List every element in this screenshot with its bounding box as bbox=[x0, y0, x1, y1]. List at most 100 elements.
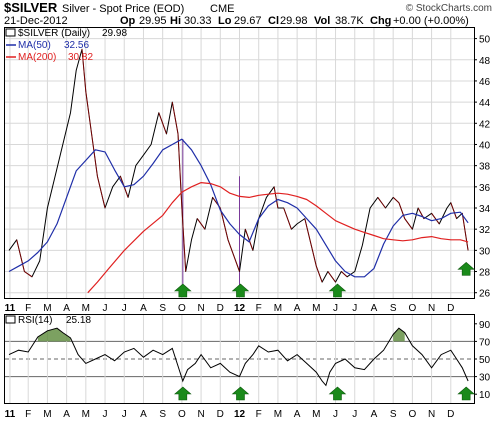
lo-label: Lo bbox=[218, 15, 232, 27]
rsi-x-tick-label: M bbox=[274, 409, 282, 420]
price-x-tick-label: A bbox=[294, 303, 301, 314]
price-x-tick-label: D bbox=[217, 303, 224, 314]
price-y-tick-label: 40 bbox=[479, 140, 491, 151]
price-down-segment bbox=[304, 218, 313, 251]
price-down-segment bbox=[227, 239, 237, 262]
rsi-x-tick-label: N bbox=[428, 409, 435, 420]
price-down-segment bbox=[235, 260, 240, 272]
legend-ma200-value: 30.82 bbox=[68, 52, 93, 63]
rsi-x-tick-label: A bbox=[371, 409, 378, 420]
price-y-tick-label: 44 bbox=[479, 98, 491, 109]
price-down-segment bbox=[244, 229, 254, 251]
price-x-tick-label: 12 bbox=[234, 303, 246, 314]
rsi-legend: RSI(14) 25.18 bbox=[5, 315, 91, 326]
rsi-x-tick-label: F bbox=[256, 409, 262, 420]
rsi-y-tick-label: 90 bbox=[479, 320, 491, 331]
price-x-tick-label: M bbox=[312, 303, 320, 314]
rsi-y-tick-label: 70 bbox=[479, 337, 491, 348]
price-x-axis: 11 F M A M J J A S O N D 12 F M A M J J A S O N D bbox=[5, 303, 455, 314]
price-y-tick-label: 50 bbox=[479, 35, 491, 46]
price-legend: $SILVER (Daily) 29.98 MA(50) 32.56 MA(20… bbox=[5, 28, 127, 63]
hi-label: Hi bbox=[170, 15, 181, 27]
price-down-segment bbox=[85, 91, 93, 134]
price-x-tick-label: 11 bbox=[5, 303, 16, 314]
rsi-line bbox=[8, 327, 469, 387]
price-x-tick-label: J bbox=[352, 303, 357, 314]
rsi-arrows bbox=[174, 386, 475, 401]
price-y-tick-label: 48 bbox=[479, 56, 491, 67]
rsi-legend-swatch bbox=[5, 315, 16, 324]
rsi-y-tick-label: 10 bbox=[479, 390, 491, 401]
rsi-x-tick-label: D bbox=[217, 409, 224, 420]
price-down-segment bbox=[398, 202, 406, 219]
rsi-x-tick-label: S bbox=[159, 409, 166, 420]
legend-ma50-name: MA(50) bbox=[18, 40, 51, 51]
price-down-segment bbox=[171, 102, 179, 134]
price-y-tick-label: 30 bbox=[479, 246, 491, 257]
price-y-tick-label: 42 bbox=[479, 119, 491, 130]
vol-value: 38.7K bbox=[335, 15, 364, 27]
price-down-segment bbox=[177, 133, 183, 209]
legend-price-value: 29.98 bbox=[102, 28, 127, 39]
op-label: Op bbox=[120, 15, 136, 27]
rsi-x-tick-label: S bbox=[390, 409, 397, 420]
legend-swatch-price bbox=[5, 28, 16, 37]
watermark: © StockCharts.com bbox=[406, 3, 492, 14]
hi-value: 30.33 bbox=[184, 15, 212, 27]
price-x-tick-label: M bbox=[82, 303, 90, 314]
legend-price-name: $SILVER (Daily) bbox=[18, 28, 90, 39]
price-down-segment bbox=[273, 186, 279, 209]
price-y-tick-label: 34 bbox=[479, 204, 491, 215]
rsi-x-tick-label: O bbox=[178, 409, 186, 420]
price-y-tick-label: 32 bbox=[479, 225, 491, 236]
rsi-y-tick-label: 30 bbox=[479, 373, 491, 384]
price-down-segment bbox=[450, 202, 458, 219]
price-down-segment bbox=[96, 176, 106, 209]
rsi-buy-arrow bbox=[174, 386, 192, 401]
price-y-tick-label: 26 bbox=[479, 289, 491, 300]
legend-ma200-name: MA(200) bbox=[18, 52, 56, 63]
rsi-legend-name: RSI(14) bbox=[18, 315, 52, 326]
price-y-tick-label: 38 bbox=[479, 162, 491, 173]
price-down-segment bbox=[196, 218, 206, 230]
price-x-tick-label: J bbox=[333, 303, 338, 314]
price-y-tick-label: 28 bbox=[479, 268, 491, 279]
buy-arrow bbox=[328, 283, 347, 298]
rsi-x-tick-label: O bbox=[408, 409, 416, 420]
price-down-segment bbox=[404, 218, 413, 230]
ma50-line bbox=[8, 138, 469, 278]
cl-value: 29.98 bbox=[280, 15, 308, 27]
rsi-y-axis: 10 30 50 70 90 bbox=[474, 320, 491, 401]
price-x-tick-label: O bbox=[408, 303, 416, 314]
price-x-tick-label: J bbox=[122, 303, 127, 314]
symbol-description: Silver - Spot Price (EOD) bbox=[62, 3, 184, 15]
price-x-tick-label: O bbox=[178, 303, 186, 314]
rsi-x-tick-label: F bbox=[25, 409, 31, 420]
price-x-tick-label: M bbox=[274, 303, 282, 314]
rsi-overbought-area bbox=[37, 328, 71, 342]
legend-ma50-value: 32.56 bbox=[64, 40, 89, 51]
rsi-buy-arrow bbox=[231, 386, 250, 401]
buy-arrow bbox=[231, 283, 250, 298]
price-x-tick-label: S bbox=[390, 303, 397, 314]
price-down-segment bbox=[392, 197, 400, 204]
quote-date: 21-Dec-2012 bbox=[4, 15, 68, 27]
rsi-x-tick-label: 11 bbox=[5, 409, 16, 420]
price-x-tick-label: J bbox=[103, 303, 108, 314]
price-x-tick-label: F bbox=[25, 303, 31, 314]
rsi-y-tick-label: 50 bbox=[479, 355, 491, 366]
rsi-x-tick-label: M bbox=[82, 409, 90, 420]
chg-label: Chg bbox=[370, 15, 391, 27]
rsi-x-tick-label: D bbox=[447, 409, 454, 420]
price-down-segment bbox=[81, 49, 87, 92]
lo-value: 29.67 bbox=[234, 15, 262, 27]
rsi-x-tick-label: J bbox=[333, 409, 338, 420]
price-down-segment bbox=[91, 133, 98, 177]
price-x-tick-label: M bbox=[43, 303, 51, 314]
price-x-tick-label: D bbox=[447, 303, 454, 314]
ma200-line bbox=[87, 182, 469, 294]
buy-arrow bbox=[174, 283, 192, 298]
rsi-series-group bbox=[8, 327, 469, 387]
